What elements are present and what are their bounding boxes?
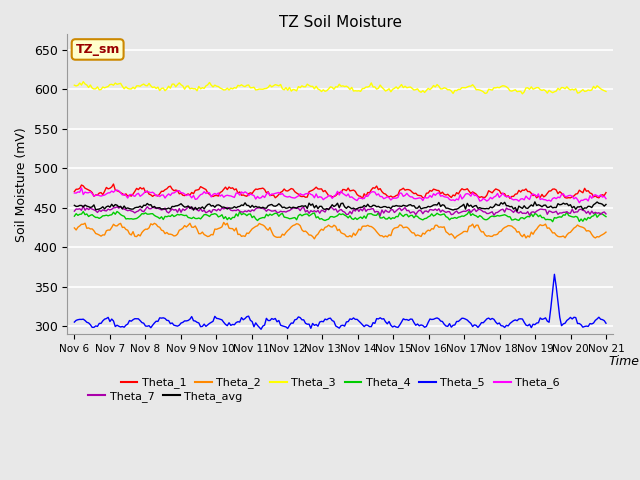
Theta_3 — [388, 86, 396, 92]
Theta_7 — [602, 211, 610, 217]
Theta_5 — [72, 317, 80, 323]
Theta_5 — [388, 324, 396, 330]
Theta_3 — [387, 89, 395, 95]
Theta_1 — [522, 186, 530, 192]
Theta_4 — [556, 214, 564, 220]
Theta_5 — [257, 326, 265, 332]
Theta_6 — [388, 195, 396, 201]
Theta_6 — [77, 185, 85, 191]
Theta_4 — [548, 219, 556, 225]
Theta_avg — [602, 202, 610, 207]
Theta_7 — [390, 210, 398, 216]
Theta_5 — [556, 314, 564, 320]
Theta_5 — [520, 319, 528, 325]
Theta_2 — [602, 229, 610, 235]
Line: Theta_5: Theta_5 — [74, 274, 606, 329]
Theta_3 — [70, 83, 78, 88]
Theta_6 — [70, 190, 78, 196]
Theta_7 — [79, 203, 87, 209]
Theta_6 — [602, 196, 610, 202]
Theta_1 — [556, 189, 564, 194]
Theta_6 — [520, 197, 528, 203]
Theta_2 — [220, 219, 228, 225]
Theta_avg — [396, 203, 404, 209]
Theta_4 — [387, 216, 395, 222]
Line: Theta_3: Theta_3 — [74, 82, 606, 94]
Theta_avg — [385, 204, 393, 210]
Line: Theta_avg: Theta_avg — [74, 202, 606, 211]
Theta_7 — [70, 208, 78, 214]
Theta_5 — [387, 323, 395, 328]
Theta_7 — [522, 211, 530, 216]
X-axis label: Time: Time — [609, 355, 639, 368]
Line: Theta_4: Theta_4 — [74, 211, 606, 222]
Theta_avg — [72, 204, 80, 209]
Theta_6 — [575, 200, 583, 205]
Theta_4 — [72, 211, 80, 216]
Theta_avg — [513, 208, 521, 214]
Theta_5 — [397, 319, 405, 325]
Theta_avg — [387, 205, 395, 211]
Theta_6 — [397, 191, 405, 196]
Y-axis label: Soil Moisture (mV): Soil Moisture (mV) — [15, 127, 28, 241]
Theta_7 — [376, 213, 384, 218]
Text: TZ_sm: TZ_sm — [76, 43, 120, 56]
Theta_2 — [72, 227, 80, 233]
Theta_avg — [556, 202, 564, 208]
Theta_1 — [358, 196, 366, 202]
Line: Theta_1: Theta_1 — [74, 184, 606, 199]
Theta_1 — [390, 194, 398, 200]
Theta_5 — [550, 271, 558, 277]
Theta_2 — [522, 235, 530, 241]
Theta_4 — [385, 215, 393, 220]
Theta_2 — [310, 236, 318, 242]
Theta_3 — [72, 83, 80, 89]
Theta_6 — [72, 190, 80, 196]
Theta_avg — [70, 203, 78, 208]
Line: Theta_7: Theta_7 — [74, 206, 606, 216]
Theta_7 — [399, 206, 407, 212]
Theta_3 — [556, 87, 564, 93]
Theta_1 — [72, 186, 80, 192]
Theta_5 — [602, 320, 610, 326]
Theta_4 — [520, 216, 528, 222]
Theta_avg — [520, 203, 528, 209]
Theta_avg — [531, 199, 539, 205]
Theta_3 — [79, 79, 87, 84]
Theta_1 — [109, 181, 117, 187]
Theta_7 — [388, 207, 396, 213]
Theta_4 — [70, 213, 78, 219]
Theta_2 — [70, 225, 78, 231]
Theta_1 — [70, 189, 78, 194]
Theta_2 — [388, 227, 396, 233]
Title: TZ Soil Moisture: TZ Soil Moisture — [278, 15, 402, 30]
Theta_2 — [556, 234, 564, 240]
Theta_4 — [602, 214, 610, 219]
Theta_1 — [388, 194, 396, 200]
Theta_7 — [72, 206, 80, 212]
Theta_4 — [465, 208, 473, 214]
Legend: Theta_7, Theta_avg: Theta_7, Theta_avg — [84, 386, 247, 406]
Line: Theta_6: Theta_6 — [74, 188, 606, 203]
Theta_5 — [70, 319, 78, 325]
Theta_6 — [387, 197, 395, 203]
Theta_4 — [396, 210, 404, 216]
Theta_3 — [522, 85, 530, 91]
Theta_7 — [556, 210, 564, 216]
Theta_1 — [602, 190, 610, 195]
Theta_3 — [518, 91, 526, 97]
Theta_3 — [397, 82, 405, 87]
Theta_3 — [602, 89, 610, 95]
Theta_2 — [399, 225, 407, 231]
Theta_2 — [390, 225, 398, 231]
Theta_6 — [554, 194, 562, 200]
Theta_1 — [399, 185, 407, 191]
Line: Theta_2: Theta_2 — [74, 222, 606, 239]
